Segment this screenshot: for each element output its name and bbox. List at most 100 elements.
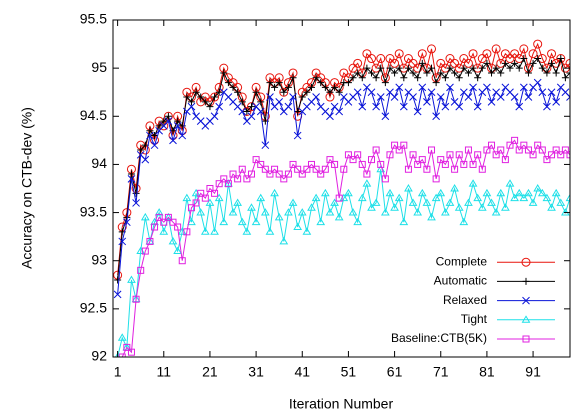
marker bbox=[234, 175, 242, 183]
legend-label: Automatic bbox=[434, 274, 487, 288]
marker bbox=[372, 146, 380, 154]
marker bbox=[160, 117, 168, 125]
y-tick-label: 95.5 bbox=[80, 11, 107, 27]
marker bbox=[132, 295, 140, 303]
marker bbox=[214, 193, 224, 202]
x-tick-label: 61 bbox=[387, 364, 403, 380]
marker bbox=[427, 88, 436, 97]
marker bbox=[284, 83, 292, 91]
marker bbox=[192, 88, 200, 96]
marker bbox=[417, 188, 427, 197]
marker bbox=[566, 69, 570, 77]
marker bbox=[482, 49, 492, 59]
marker bbox=[151, 223, 159, 231]
marker bbox=[196, 208, 206, 216]
marker bbox=[487, 97, 496, 106]
marker bbox=[483, 146, 491, 154]
marker bbox=[436, 188, 446, 197]
marker bbox=[168, 236, 178, 245]
marker bbox=[164, 112, 172, 120]
x-tick-label: 91 bbox=[525, 364, 541, 380]
marker bbox=[427, 212, 436, 221]
marker bbox=[275, 170, 283, 178]
marker bbox=[510, 193, 519, 202]
marker bbox=[229, 170, 237, 178]
marker bbox=[391, 69, 399, 77]
marker bbox=[141, 155, 150, 164]
marker bbox=[533, 39, 543, 49]
marker bbox=[368, 69, 376, 77]
marker bbox=[220, 69, 228, 77]
marker bbox=[140, 212, 150, 221]
marker bbox=[519, 193, 529, 202]
marker bbox=[316, 217, 326, 226]
marker bbox=[155, 122, 163, 130]
marker bbox=[155, 213, 163, 221]
marker bbox=[500, 49, 510, 59]
marker bbox=[353, 58, 363, 68]
marker bbox=[376, 54, 386, 64]
marker bbox=[169, 136, 177, 145]
marker bbox=[317, 170, 325, 178]
marker bbox=[220, 175, 228, 183]
y-tick-label: 92 bbox=[91, 348, 107, 364]
marker bbox=[247, 170, 255, 178]
marker bbox=[238, 165, 246, 173]
marker bbox=[224, 179, 233, 187]
marker bbox=[446, 64, 454, 72]
marker bbox=[312, 74, 320, 82]
marker bbox=[413, 107, 422, 116]
marker bbox=[520, 141, 528, 149]
marker bbox=[413, 63, 423, 73]
marker bbox=[445, 54, 455, 64]
marker bbox=[238, 107, 247, 116]
marker bbox=[294, 107, 302, 115]
marker bbox=[372, 74, 380, 82]
marker bbox=[284, 208, 293, 216]
marker bbox=[160, 218, 168, 226]
marker bbox=[335, 194, 343, 202]
marker bbox=[201, 194, 209, 202]
marker bbox=[303, 88, 311, 96]
y-axis-label: Accuracy on CTB-dev (%) bbox=[19, 107, 35, 269]
marker bbox=[247, 112, 256, 121]
marker bbox=[362, 49, 372, 59]
marker bbox=[349, 156, 357, 164]
marker bbox=[400, 74, 408, 82]
marker bbox=[437, 69, 445, 77]
marker bbox=[279, 87, 289, 97]
marker bbox=[354, 151, 362, 159]
marker bbox=[358, 102, 367, 111]
marker bbox=[284, 170, 292, 178]
marker bbox=[547, 203, 556, 211]
marker bbox=[497, 69, 505, 77]
marker bbox=[326, 156, 334, 164]
marker bbox=[233, 198, 243, 206]
marker bbox=[252, 88, 260, 96]
marker bbox=[257, 98, 265, 106]
marker bbox=[183, 228, 191, 236]
marker bbox=[524, 188, 533, 197]
marker bbox=[496, 93, 505, 101]
marker bbox=[501, 59, 509, 67]
marker bbox=[551, 188, 561, 197]
marker bbox=[210, 227, 219, 235]
marker bbox=[113, 290, 122, 299]
marker bbox=[522, 335, 530, 343]
marker bbox=[210, 112, 219, 121]
marker bbox=[354, 69, 362, 77]
marker bbox=[432, 175, 440, 183]
marker bbox=[344, 151, 352, 159]
marker bbox=[280, 88, 288, 96]
marker bbox=[118, 353, 126, 357]
marker bbox=[385, 188, 395, 197]
marker bbox=[542, 193, 552, 202]
marker bbox=[561, 146, 569, 154]
marker bbox=[441, 160, 449, 168]
marker bbox=[266, 79, 274, 87]
marker bbox=[293, 222, 303, 230]
marker bbox=[344, 79, 352, 87]
marker bbox=[408, 198, 418, 206]
marker bbox=[289, 93, 297, 101]
marker bbox=[294, 165, 302, 173]
